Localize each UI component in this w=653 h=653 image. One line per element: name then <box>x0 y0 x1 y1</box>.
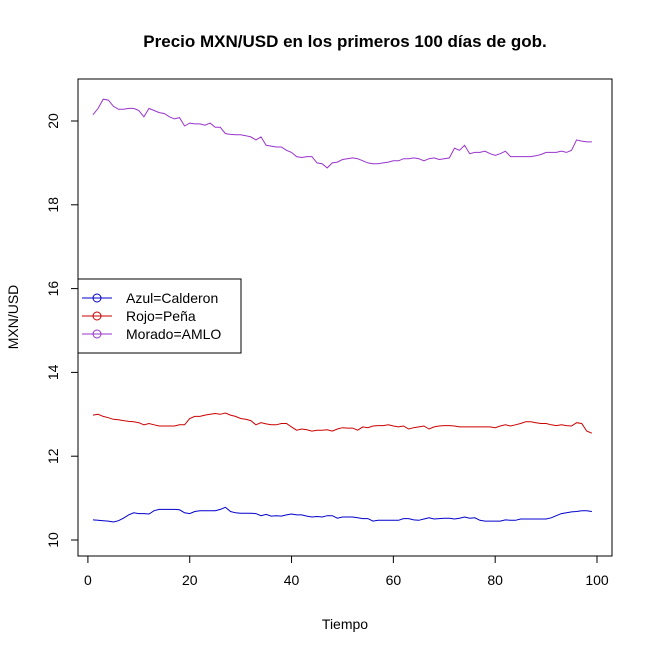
series-line-2 <box>92 98 592 169</box>
y-axis: 10 12 14 16 18 20 <box>45 113 79 548</box>
y-tick-label: 14 <box>45 364 61 380</box>
x-tick-label: 80 <box>487 572 503 588</box>
y-tick-label: 12 <box>45 448 61 464</box>
legend: Azul=Calderon Rojo=Peña Morado=AMLO <box>77 278 242 354</box>
y-tick-label: 18 <box>45 197 61 213</box>
series-line-1 <box>92 412 593 434</box>
y-axis-label: MXN/USD <box>5 285 21 350</box>
x-tick-label: 40 <box>284 572 300 588</box>
legend-marker-2 <box>92 329 102 339</box>
x-tick-label: 0 <box>84 572 92 588</box>
legend-marker-1 <box>92 311 102 321</box>
x-axis-label: Tiempo <box>322 616 368 632</box>
x-tick-label: 20 <box>182 572 198 588</box>
legend-label-1: Rojo=Peña <box>126 308 196 324</box>
x-tick-label: 60 <box>386 572 402 588</box>
series-lines <box>92 98 593 523</box>
series-line-0 <box>92 506 592 523</box>
legend-label-0: Azul=Calderon <box>126 290 218 306</box>
legend-label-2: Morado=AMLO <box>126 326 221 342</box>
y-tick-label: 20 <box>45 113 61 129</box>
x-axis: 0 20 40 60 80 100 <box>84 555 609 588</box>
y-tick-label: 10 <box>45 532 61 548</box>
chart-title: Precio MXN/USD en los primeros 100 días … <box>143 32 546 51</box>
x-tick-label: 100 <box>585 572 609 588</box>
y-tick-label: 16 <box>45 281 61 297</box>
legend-marker-0 <box>92 293 102 303</box>
